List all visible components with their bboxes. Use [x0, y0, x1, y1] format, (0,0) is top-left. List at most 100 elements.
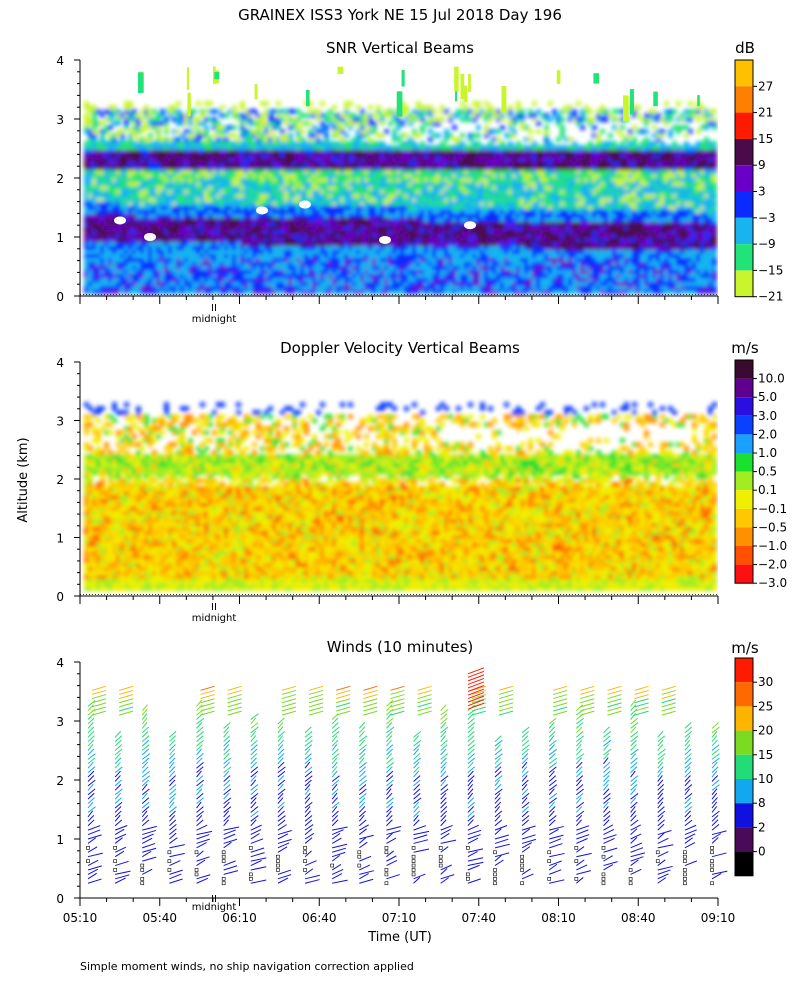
snr-cell [528, 137, 533, 143]
snr-cell [492, 161, 497, 167]
snr-cell [164, 161, 169, 167]
snr-cell [204, 201, 209, 207]
snr-cell [196, 241, 201, 247]
snr-cell [188, 201, 193, 207]
snr-cell [100, 229, 105, 235]
snr-cell [520, 117, 525, 123]
snr-cell [296, 137, 301, 143]
snr-cell [528, 177, 533, 183]
snr-cell [316, 233, 321, 239]
snr-cell [168, 245, 173, 251]
snr-cell [308, 253, 313, 259]
snr-cell [512, 273, 517, 279]
snr-cell [264, 149, 269, 155]
snr-cell [492, 253, 497, 259]
snr-cell [436, 225, 441, 231]
snr-cell [304, 161, 309, 167]
snr-cell [148, 257, 153, 263]
snr-cell [404, 189, 409, 195]
snr-cell [420, 109, 425, 115]
snr-cell [136, 161, 141, 167]
snr-cell [360, 209, 365, 215]
snr-cell [400, 153, 405, 159]
snr-cell [508, 261, 513, 267]
snr-cell [128, 285, 133, 291]
snr-cell [512, 221, 517, 227]
snr-cell [428, 209, 433, 215]
snr-cell [360, 285, 365, 291]
snr-cell [144, 225, 149, 231]
snr-cell [440, 165, 445, 171]
snr-cell [536, 225, 541, 231]
snr-cell [400, 189, 405, 195]
snr-cell [372, 181, 377, 187]
snr-cell [424, 157, 429, 163]
snr-cell [320, 101, 325, 107]
snr-cell [392, 197, 397, 203]
snr-cell [308, 289, 313, 295]
snr-cell [300, 241, 305, 247]
snr-cell [116, 121, 121, 127]
snr-cell [456, 185, 461, 191]
snr-cell [500, 109, 505, 115]
snr-cell [244, 281, 249, 287]
snr-cell [288, 141, 293, 147]
snr-cell [316, 221, 321, 227]
snr-cell [428, 237, 433, 243]
snr-cell [188, 273, 193, 279]
snr-cell [200, 133, 205, 139]
snr-cell [480, 269, 485, 275]
snr-cell [204, 209, 209, 215]
snr-cell [116, 129, 121, 135]
snr-cell [444, 213, 449, 219]
snr-cell [268, 265, 273, 271]
snr-cell [348, 237, 353, 243]
snr-cell [244, 157, 249, 163]
snr-cell [228, 189, 233, 195]
snr-cell [540, 157, 545, 163]
snr-cell [84, 141, 89, 147]
snr-cell [328, 253, 333, 259]
snr-cell [276, 181, 281, 187]
snr-cell [104, 177, 109, 183]
snr-cell [352, 193, 357, 199]
snr-cell [364, 289, 369, 295]
snr-cell [304, 253, 309, 259]
snr-cell [108, 237, 113, 243]
snr-cell [252, 281, 257, 287]
snr-cell [348, 145, 353, 151]
snr-cell [136, 225, 141, 231]
snr-cell [152, 249, 157, 255]
snr-cell [448, 233, 453, 239]
snr-cell [236, 145, 241, 151]
snr-cell [496, 261, 501, 267]
snr-cell [540, 257, 545, 263]
snr-cell [320, 149, 325, 155]
snr-cell [396, 137, 401, 143]
snr-cell [444, 233, 449, 239]
snr-cell [116, 193, 121, 199]
snr-cell [288, 289, 293, 295]
snr-cell [224, 273, 229, 279]
snr-cell [272, 241, 277, 247]
snr-cell [236, 213, 241, 219]
snr-cell [180, 189, 185, 195]
snr-cell [136, 273, 141, 279]
snr-cell [272, 229, 277, 235]
snr-cell [280, 241, 285, 247]
snr-cell [328, 249, 333, 255]
snr-cell [272, 233, 277, 239]
snr-cell [536, 121, 541, 127]
snr-cell [492, 225, 497, 231]
snr-cell [92, 225, 97, 231]
snr-cell [140, 185, 145, 191]
snr-cell [336, 197, 341, 203]
snr-cell [204, 205, 209, 211]
snr-cell [172, 241, 177, 247]
snr-cell [176, 249, 181, 255]
snr-cell [340, 265, 345, 271]
snr-cell [196, 261, 201, 267]
snr-cell [472, 189, 477, 195]
snr-cell [488, 205, 493, 211]
snr-cell [132, 197, 137, 203]
